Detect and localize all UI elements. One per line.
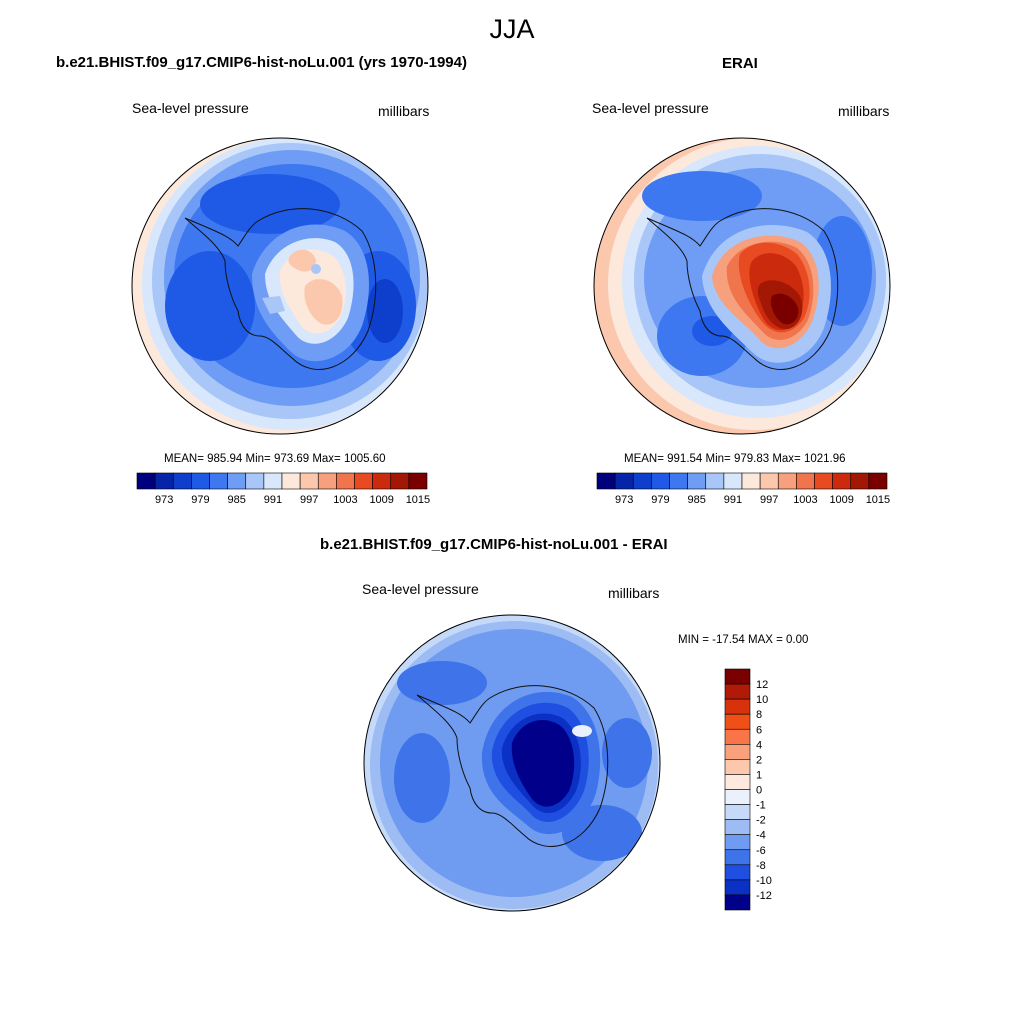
panel3-colorbar-swatch (724, 804, 751, 820)
panel1-colorbar-tick-label: 985 (228, 494, 246, 506)
panel1-colorbar-tick-label: 1003 (333, 494, 357, 506)
panel3-colorbar-swatch (724, 759, 751, 775)
panel1-colorbar-tick-label: 997 (300, 494, 318, 506)
panel3-colorbar-tick-label: -10 (756, 875, 772, 887)
panel2-colorbar-tick-label: 1009 (829, 494, 853, 506)
panel3-colorbar-swatch (724, 789, 751, 805)
difference-slp-map (363, 614, 661, 912)
panel1-variable-label: Sea-level pressure (132, 100, 249, 116)
panel3-colorbar-swatch (724, 698, 751, 715)
panel1-colorbar-tick-label: 991 (264, 494, 282, 506)
panel3-colorbar-tick-label: -2 (756, 815, 766, 827)
panel3-colorbar-tick-label: -12 (756, 890, 772, 902)
figure-title: JJA (489, 14, 535, 44)
panel1-units-label: millibars (378, 103, 430, 119)
panel1-colorbar-tick-label: 973 (155, 494, 173, 506)
panel1-colorbar-tick-label: 979 (191, 494, 209, 506)
panel1-colorbar-swatch (408, 472, 428, 490)
panel2-colorbar-tick-label: 1015 (866, 494, 890, 506)
panel1-title: b.e21.BHIST.f09_g17.CMIP6-hist-noLu.001 … (56, 54, 467, 71)
panel3-colorbar-swatch (724, 879, 751, 896)
panel2-variable-label: Sea-level pressure (592, 100, 709, 116)
panel1-colorbar-tick-label: 1015 (406, 494, 430, 506)
panel3-colorbar-swatch (724, 683, 751, 700)
panel3-colorbar-tick-label: 10 (756, 694, 768, 706)
panel1-colorbar-tick-label: 1009 (369, 494, 393, 506)
panel3-colorbar-tick-label: 8 (756, 709, 762, 721)
panel3-colorbar-tick-label: 1 (756, 769, 762, 781)
panel3-colorbar-tick-label: 0 (756, 785, 762, 797)
panel3-colorbar-swatch (724, 864, 751, 881)
panel2-colorbar-tick-label: 979 (651, 494, 669, 506)
panel3-variable-label: Sea-level pressure (362, 581, 479, 597)
panel3-colorbar-swatch (724, 774, 751, 790)
panel3-colorbar-swatch (724, 744, 751, 760)
panel3-colorbar-swatch (724, 713, 751, 730)
panel3-colorbar-tick-label: -1 (756, 800, 766, 812)
panel2-colorbar-tick-label: 991 (724, 494, 742, 506)
model-slp-map (131, 137, 429, 435)
panel1-stats: MEAN= 985.94 Min= 973.69 Max= 1005.60 (164, 453, 386, 465)
erai-slp-map (593, 137, 891, 435)
panel3-colorbar-tick-label: 4 (756, 739, 762, 751)
panel2-colorbar-tick-label: 1003 (793, 494, 817, 506)
panel3-colorbar-swatch (724, 834, 751, 851)
panel3-colorbar-swatch (724, 728, 751, 745)
panel3-colorbar-tick-label: -4 (756, 830, 766, 842)
panel3-colorbar-tick-label: -8 (756, 860, 766, 872)
panel3-units-label: millibars (608, 585, 660, 601)
panel3-colorbar-tick-label: 6 (756, 724, 762, 736)
panel2-stats: MEAN= 991.54 Min= 979.83 Max= 1021.96 (624, 453, 846, 465)
panel3-colorbar-swatch (724, 819, 751, 835)
panel3-colorbar-tick-label: -6 (756, 845, 766, 857)
panel3-colorbar-swatch (724, 849, 751, 866)
panel3-colorbar-swatch (724, 668, 751, 685)
panel3-colorbar-tick-label: 12 (756, 679, 768, 691)
panel3-stats: MIN = -17.54 MAX = 0.00 (678, 634, 809, 646)
panel2-colorbar-tick-label: 973 (615, 494, 633, 506)
panel2-colorbar-tick-label: 985 (688, 494, 706, 506)
panel2-units-label: millibars (838, 103, 890, 119)
panel3-colorbar-tick-label: 2 (756, 754, 762, 766)
panel2-title: ERAI (722, 55, 758, 72)
panel3-colorbar-swatch (724, 894, 751, 911)
panel3-title: b.e21.BHIST.f09_g17.CMIP6-hist-noLu.001 … (320, 536, 668, 553)
panel2-colorbar-swatch (868, 472, 888, 490)
panel2-colorbar-tick-label: 997 (760, 494, 778, 506)
